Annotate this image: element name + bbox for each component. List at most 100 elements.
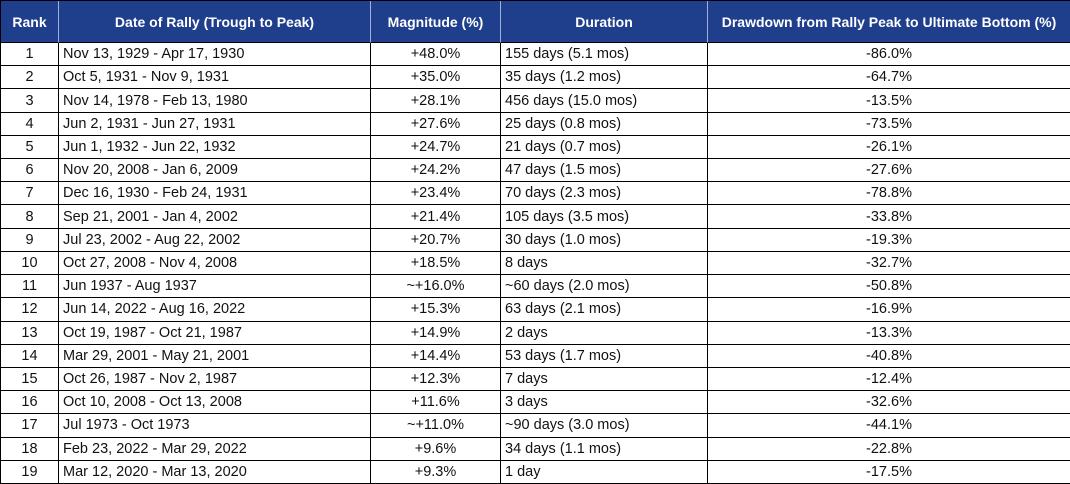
date-range-cell: Jul 23, 2002 - Aug 22, 2002 — [59, 228, 371, 252]
magnitude-cell: +9.3% — [371, 460, 501, 484]
magnitude-cell: +12.3% — [371, 367, 501, 392]
rank-cell: 7 — [1, 182, 59, 206]
drawdown-cell: -78.8% — [708, 182, 1070, 206]
rank-cell: 3 — [1, 89, 59, 113]
drawdown-cell: -13.3% — [708, 322, 1070, 345]
drawdown-cell: -27.6% — [708, 159, 1070, 183]
rank-cell: 14 — [1, 344, 59, 368]
duration-cell: 30 days (1.0 mos) — [501, 228, 708, 252]
magnitude-cell: +28.1% — [371, 89, 501, 113]
rank-cell: 6 — [1, 159, 59, 183]
duration-cell: 3 days — [501, 391, 708, 415]
drawdown-cell: -12.4% — [708, 368, 1070, 392]
duration-cell: 105 days (3.5 mos) — [501, 205, 708, 229]
drawdown-cell: -40.8% — [708, 345, 1070, 368]
date-range-cell: Oct 26, 1987 - Nov 2, 1987 — [59, 367, 371, 392]
date-range-cell: Nov 20, 2008 - Jan 6, 2009 — [59, 159, 371, 183]
duration-cell: 8 days — [501, 251, 708, 276]
rank-cell: 5 — [1, 135, 59, 160]
magnitude-cell: +27.6% — [371, 112, 501, 136]
magnitude-cell: +11.6% — [371, 391, 501, 415]
date-range-cell: Sep 21, 2001 - Jan 4, 2002 — [59, 205, 371, 229]
drawdown-cell: -22.8% — [708, 438, 1070, 461]
date-range-cell: Oct 27, 2008 - Nov 4, 2008 — [59, 251, 371, 276]
magnitude-cell: +21.4% — [371, 205, 501, 229]
magnitude-cell: +9.6% — [371, 437, 501, 461]
date-range-cell: Nov 14, 1978 - Feb 13, 1980 — [59, 89, 371, 113]
rank-cell: 10 — [1, 251, 59, 276]
rank-cell: 8 — [1, 205, 59, 229]
duration-cell: 53 days (1.7 mos) — [501, 344, 708, 368]
magnitude-cell: +15.3% — [371, 298, 501, 322]
magnitude-cell: +35.0% — [371, 66, 501, 90]
duration-cell: 47 days (1.5 mos) — [501, 159, 708, 183]
drawdown-cell: -44.1% — [708, 414, 1070, 438]
drawdown-cell: -73.5% — [708, 113, 1070, 136]
drawdown-cell: -17.5% — [708, 461, 1070, 484]
rank-cell: 19 — [1, 460, 59, 484]
rank-cell: 2 — [1, 66, 59, 90]
magnitude-cell: +14.4% — [371, 344, 501, 368]
rank-cell: 4 — [1, 112, 59, 136]
duration-cell: ~60 days (2.0 mos) — [501, 275, 708, 299]
duration-cell: 1 day — [501, 460, 708, 484]
date-range-cell: Mar 12, 2020 - Mar 13, 2020 — [59, 460, 371, 484]
date-range-cell: Mar 29, 2001 - May 21, 2001 — [59, 344, 371, 368]
rank-cell: 9 — [1, 228, 59, 252]
date-range-cell: Jun 1, 1932 - Jun 22, 1932 — [59, 135, 371, 160]
date-range-cell: Jun 14, 2022 - Aug 16, 2022 — [59, 298, 371, 322]
magnitude-cell: +14.9% — [371, 321, 501, 345]
magnitude-cell: ~+16.0% — [371, 275, 501, 299]
duration-cell: 2 days — [501, 321, 708, 345]
duration-cell: 63 days (2.1 mos) — [501, 298, 708, 322]
magnitude-cell: +48.0% — [371, 43, 501, 67]
magnitude-cell: +18.5% — [371, 251, 501, 276]
header-cell: Duration — [501, 1, 708, 43]
duration-cell: 456 days (15.0 mos) — [501, 89, 708, 113]
date-range-cell: Oct 19, 1987 - Oct 21, 1987 — [59, 321, 371, 345]
duration-cell: 155 days (5.1 mos) — [501, 43, 708, 67]
drawdown-cell: -32.6% — [708, 391, 1070, 415]
duration-cell: 25 days (0.8 mos) — [501, 112, 708, 136]
duration-cell: 35 days (1.2 mos) — [501, 66, 708, 90]
header-cell: Date of Rally (Trough to Peak) — [59, 1, 371, 43]
drawdown-cell: -13.5% — [708, 89, 1070, 113]
magnitude-cell: +24.2% — [371, 159, 501, 183]
date-range-cell: Dec 16, 1930 - Feb 24, 1931 — [59, 182, 371, 206]
header-cell: Rank — [1, 1, 59, 43]
rank-cell: 13 — [1, 321, 59, 345]
date-range-cell: Feb 23, 2022 - Mar 29, 2022 — [59, 437, 371, 461]
rank-cell: 16 — [1, 391, 59, 415]
drawdown-cell: -64.7% — [708, 66, 1070, 90]
duration-cell: 34 days (1.1 mos) — [501, 437, 708, 461]
magnitude-cell: +24.7% — [371, 135, 501, 160]
magnitude-cell: +23.4% — [371, 182, 501, 206]
date-range-cell: Jun 2, 1931 - Jun 27, 1931 — [59, 112, 371, 136]
rank-cell: 12 — [1, 298, 59, 322]
rank-cell: 17 — [1, 414, 59, 438]
date-range-cell: Nov 13, 1929 - Apr 17, 1930 — [59, 43, 371, 67]
drawdown-cell: -86.0% — [708, 43, 1070, 67]
magnitude-cell: +20.7% — [371, 228, 501, 252]
drawdown-cell: -33.8% — [708, 205, 1070, 229]
drawdown-cell: -16.9% — [708, 298, 1070, 322]
magnitude-cell: ~+11.0% — [371, 414, 501, 438]
duration-cell: 70 days (2.3 mos) — [501, 182, 708, 206]
date-range-cell: Oct 10, 2008 - Oct 13, 2008 — [59, 391, 371, 415]
rank-cell: 18 — [1, 437, 59, 461]
drawdown-cell: -26.1% — [708, 136, 1070, 160]
date-range-cell: Oct 5, 1931 - Nov 9, 1931 — [59, 66, 371, 90]
rank-cell: 1 — [1, 43, 59, 67]
drawdown-cell: -50.8% — [708, 275, 1070, 299]
duration-cell: 21 days (0.7 mos) — [501, 135, 708, 160]
drawdown-cell: -19.3% — [708, 229, 1070, 252]
drawdown-cell: -32.7% — [708, 252, 1070, 276]
duration-cell: 7 days — [501, 367, 708, 392]
header-cell: Magnitude (%) — [371, 1, 501, 43]
date-range-cell: Jun 1937 - Aug 1937 — [59, 275, 371, 299]
header-cell: Drawdown from Rally Peak to Ultimate Bot… — [708, 1, 1070, 43]
duration-cell: ~90 days (3.0 mos) — [501, 414, 708, 438]
date-range-cell: Jul 1973 - Oct 1973 — [59, 414, 371, 438]
